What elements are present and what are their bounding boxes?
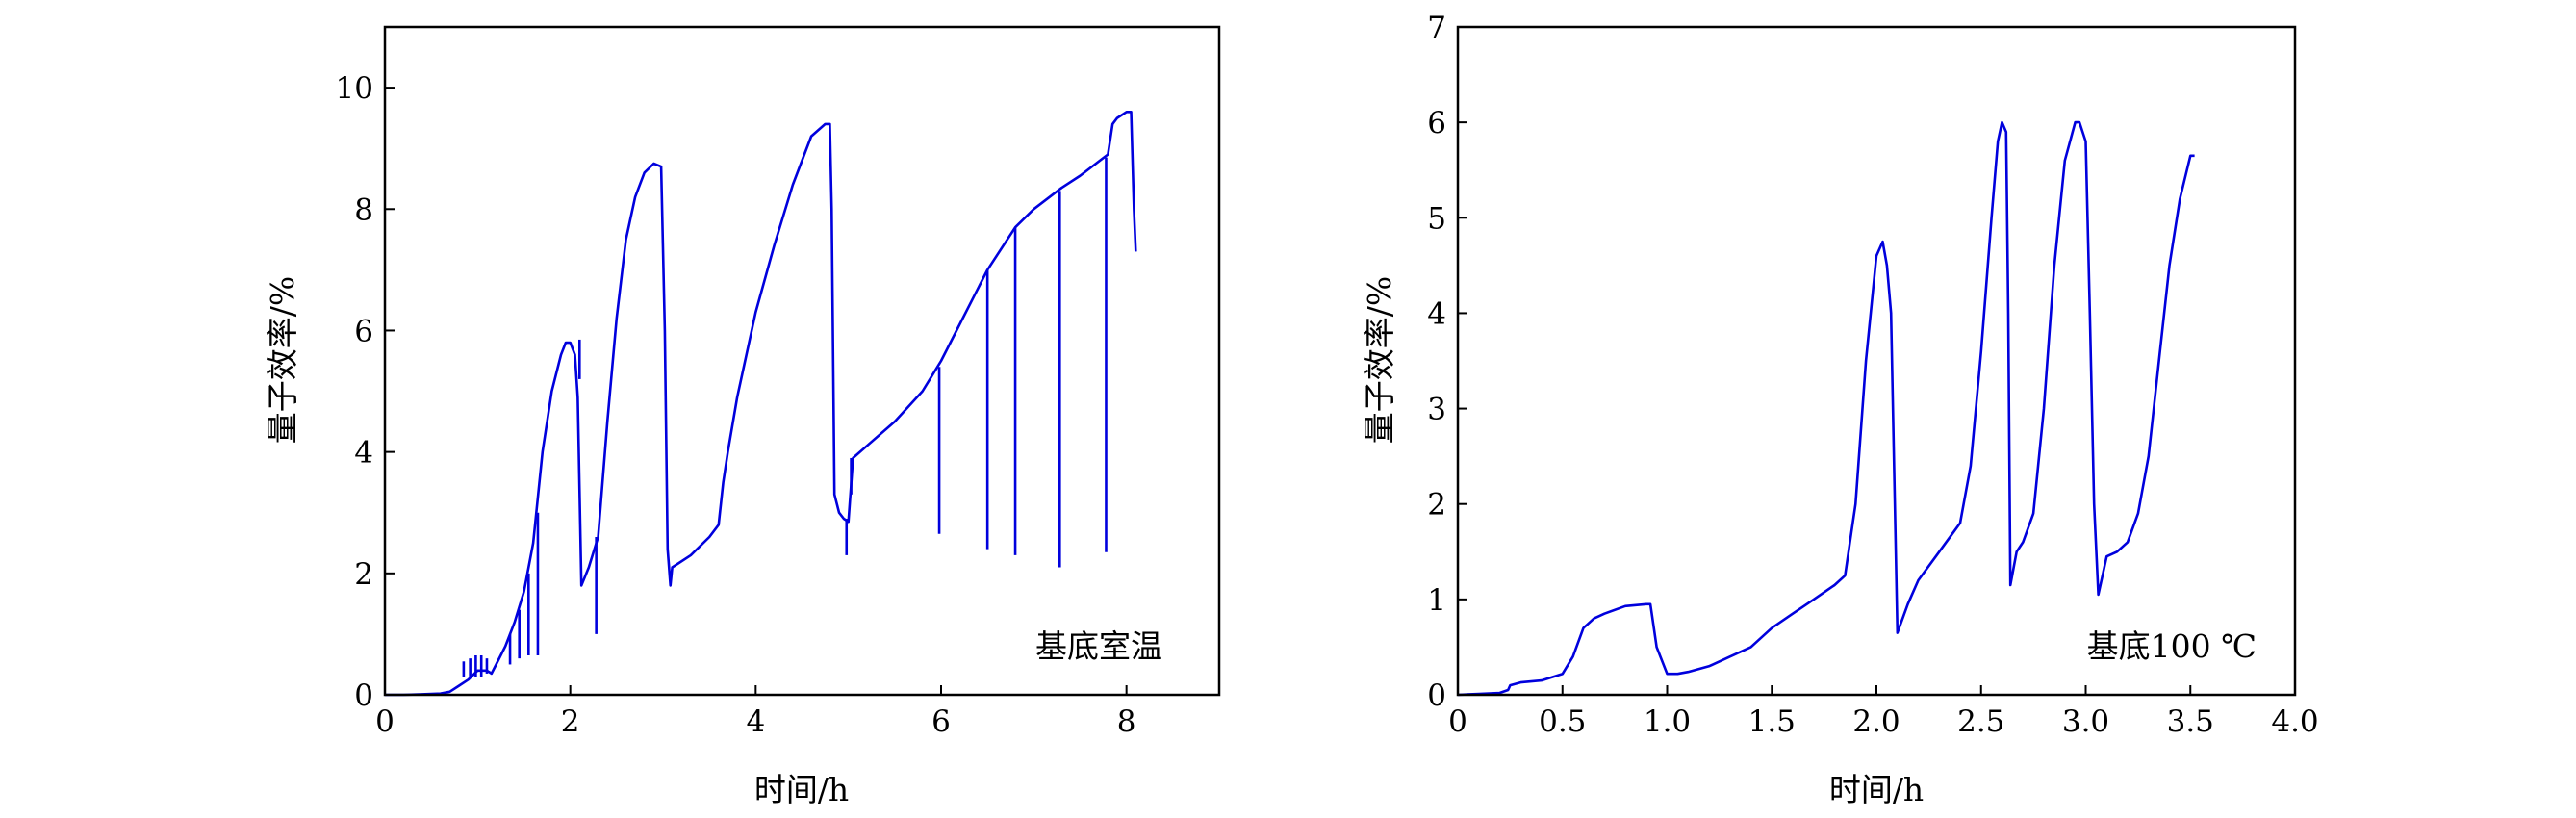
x-tick-label: 6 (931, 704, 951, 739)
chart-panel-room-temp: 量子效率/% 时间/h 0 2 4 6 8 0 2 4 6 8 10 基底室温 (264, 25, 1221, 808)
x-tick-label: 3.0 (2062, 704, 2109, 739)
plot-frame (1456, 25, 2297, 697)
y-tick-label: 2 (1427, 488, 1446, 523)
x-tick-label: 2.5 (1957, 704, 2004, 739)
series-line (385, 111, 1137, 697)
y-tick-label: 7 (1427, 11, 1446, 45)
y-tick-label: 10 (336, 71, 373, 106)
y-tick-label: 8 (354, 192, 373, 227)
y-axis-title: 量子效率/% (1361, 276, 1398, 444)
chart-panel-100c: 量子效率/% 时间/h 0 0.5 1.0 1.5 2.0 2.5 3.0 3.5 4.0 0 1 2… (1361, 11, 2319, 808)
y-tick-label: 3 (1427, 393, 1446, 427)
y-tick-label: 0 (1427, 678, 1446, 713)
plot-area: 0 2 4 6 8 0 2 4 6 8 10 (336, 71, 1137, 739)
x-tick-label: 2.0 (1852, 704, 1900, 739)
y-axis-title: 量子效率/% (264, 276, 301, 444)
y-tick-label: 4 (354, 436, 373, 471)
x-tick-label: 2 (561, 704, 580, 739)
x-tick-label: 0.5 (1539, 704, 1586, 739)
x-tick-label: 0 (1448, 704, 1467, 739)
y-tick-label: 2 (354, 557, 373, 592)
x-tick-label: 1.0 (1644, 704, 1691, 739)
x-tick-label: 4.0 (2271, 704, 2318, 739)
y-tick-label: 6 (354, 314, 373, 348)
series-line (1457, 120, 2195, 697)
x-tick-label: 4 (746, 704, 765, 739)
y-tick-label: 1 (1427, 583, 1446, 618)
y-tick-label: 0 (354, 678, 373, 713)
y-tick-label: 6 (1427, 106, 1446, 141)
x-tick-label: 8 (1117, 704, 1136, 739)
y-tick-label: 5 (1427, 201, 1446, 236)
x-axis-title: 时间/h (754, 771, 849, 808)
x-tick-label: 0 (375, 704, 395, 739)
plot-area: 0 0.5 1.0 1.5 2.0 2.5 3.0 3.5 4.0 0 1 2 3 4 5 6 7 (1427, 11, 2318, 739)
condition-annotation: 基底100 ℃ (2087, 627, 2257, 665)
x-tick-label: 1.5 (1748, 704, 1796, 739)
x-tick-label: 3.5 (2167, 704, 2214, 739)
condition-annotation: 基底室温 (1035, 627, 1162, 665)
y-tick-label: 4 (1427, 296, 1446, 331)
plot-frame (383, 25, 1221, 697)
x-axis-title: 时间/h (1829, 771, 1924, 808)
